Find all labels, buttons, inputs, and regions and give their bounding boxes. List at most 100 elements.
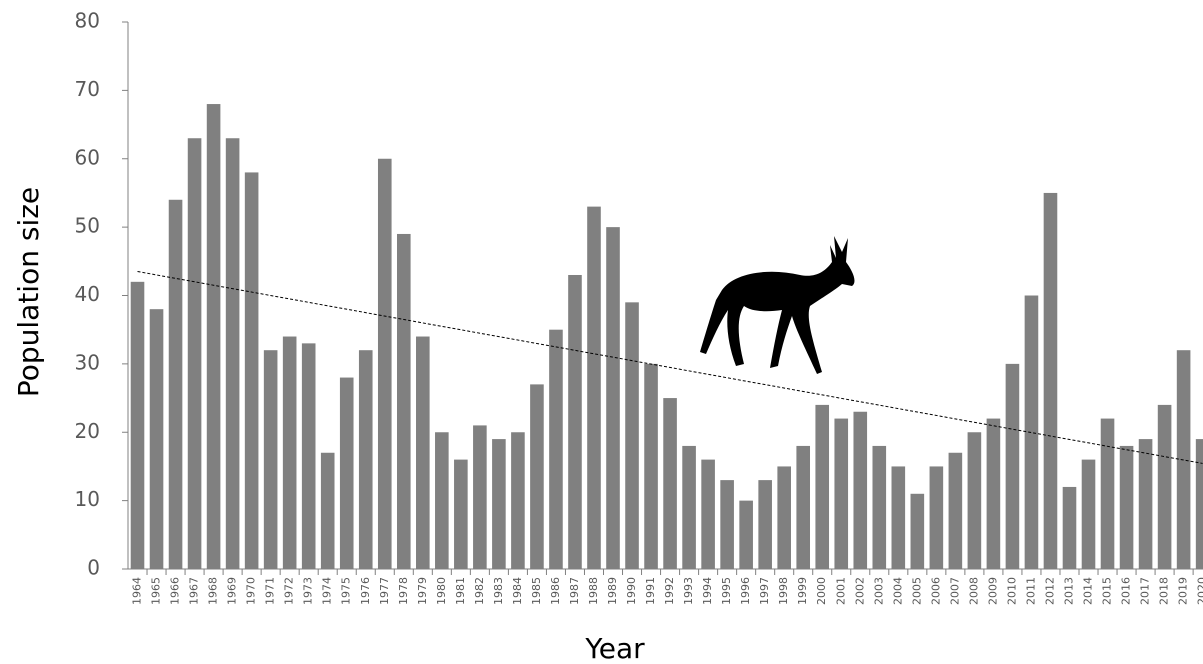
bar: [150, 309, 164, 569]
y-tick-label: 80: [75, 9, 100, 33]
x-tick-label: 2015: [1101, 577, 1114, 605]
bar: [302, 343, 316, 569]
bar: [987, 419, 1001, 569]
bar: [264, 350, 278, 569]
x-tick-label: 2009: [986, 577, 999, 605]
bar: [644, 364, 658, 569]
antelope-silhouette: [700, 236, 854, 374]
y-tick-label: 50: [75, 214, 100, 238]
bar: [226, 138, 240, 569]
bar: [283, 337, 297, 569]
x-tick-label: 1966: [169, 577, 182, 605]
bar: [1139, 439, 1153, 569]
bar: [739, 501, 753, 569]
x-tick-label: 1971: [264, 577, 277, 605]
bar: [625, 302, 639, 569]
x-tick-label: 1985: [530, 577, 543, 605]
x-tick-label: 1988: [587, 577, 600, 605]
x-tick-label: 2016: [1120, 577, 1133, 605]
x-tick-label: 1987: [568, 577, 581, 605]
x-tick-label: 1996: [739, 577, 752, 605]
bar: [359, 350, 373, 569]
x-tick-label: 1981: [454, 577, 467, 605]
bar: [682, 446, 696, 569]
y-tick-label: 30: [75, 350, 100, 374]
y-tick-label: 10: [75, 487, 100, 511]
x-tick-label: 2014: [1082, 577, 1095, 605]
bar: [1196, 439, 1203, 569]
bar: [169, 200, 183, 569]
bar: [321, 453, 335, 569]
x-tick-label: 2002: [853, 577, 866, 605]
bar: [549, 330, 563, 569]
bar: [435, 432, 449, 569]
bar: [568, 275, 582, 569]
bar: [378, 159, 392, 569]
bar: [796, 446, 810, 569]
x-tick-label: 1975: [340, 577, 353, 605]
x-tick-label: 1995: [720, 577, 733, 605]
bar: [397, 234, 411, 569]
bar: [758, 480, 772, 569]
x-tick-label: 1998: [777, 577, 790, 605]
x-tick-label: 2005: [910, 577, 923, 605]
bar: [606, 227, 620, 569]
x-tick-label: 2017: [1139, 577, 1152, 605]
x-tick-label: 1964: [131, 577, 144, 605]
bar: [511, 432, 525, 569]
x-tick-label: 2020: [1196, 577, 1203, 605]
bar: [1158, 405, 1172, 569]
x-tick-label: 1969: [226, 577, 239, 605]
x-tick-label: 2018: [1158, 577, 1171, 605]
x-tick-label: 1983: [492, 577, 505, 605]
bar: [663, 398, 677, 569]
x-tick-label: 2003: [872, 577, 885, 605]
chart: Population size Year 0102030405060708019…: [0, 0, 1203, 664]
bar: [1006, 364, 1020, 569]
bar: [530, 384, 544, 569]
x-tick-label: 1968: [207, 577, 220, 605]
bar: [1025, 296, 1039, 570]
x-tick-label: 1989: [606, 577, 619, 605]
bar: [701, 460, 715, 569]
x-tick-label: 1992: [663, 577, 676, 605]
bar: [492, 439, 506, 569]
y-tick-label: 20: [75, 419, 100, 443]
bar: [930, 466, 944, 569]
bar: [1082, 460, 1096, 569]
x-tick-label: 1986: [549, 577, 562, 605]
x-tick-label: 2007: [948, 577, 961, 605]
bar: [815, 405, 829, 569]
x-tick-label: 1984: [511, 577, 524, 605]
bar: [188, 138, 202, 569]
x-tick-label: 1993: [682, 577, 695, 605]
bar: [587, 207, 601, 569]
bar: [1120, 446, 1134, 569]
x-tick-label: 2019: [1177, 577, 1190, 605]
bar: [949, 453, 963, 569]
x-tick-label: 1990: [625, 577, 638, 605]
x-tick-label: 2010: [1005, 577, 1018, 605]
x-tick-label: 1997: [758, 577, 771, 605]
y-tick-label: 40: [75, 282, 100, 306]
bar: [416, 337, 430, 569]
x-tick-label: 1979: [416, 577, 429, 605]
x-tick-label: 2001: [834, 577, 847, 605]
x-tick-label: 1974: [321, 577, 334, 605]
bar: [245, 172, 259, 569]
bar: [473, 425, 487, 569]
bar: [720, 480, 734, 569]
bar: [853, 412, 867, 569]
x-tick-label: 1999: [796, 577, 809, 605]
x-tick-label: 1991: [644, 577, 657, 605]
x-tick-label: 1972: [283, 577, 296, 605]
bar: [454, 460, 468, 569]
bar: [1101, 419, 1115, 569]
x-tick-label: 1977: [378, 577, 391, 605]
bar: [131, 282, 145, 569]
x-tick-label: 1976: [359, 577, 372, 605]
x-tick-label: 1967: [188, 577, 201, 605]
bar: [1044, 193, 1058, 569]
x-tick-label: 1994: [701, 577, 714, 605]
x-tick-label: 2004: [891, 577, 904, 605]
